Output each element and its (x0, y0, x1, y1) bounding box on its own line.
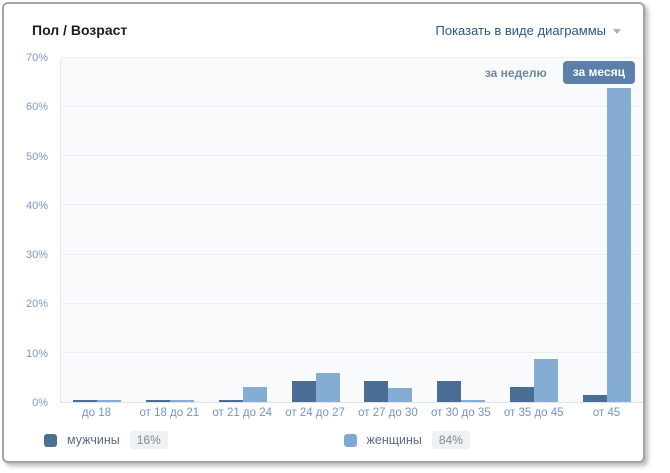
x-tick-label: от 18 до 21 (139, 407, 200, 419)
x-tick-label: до 18 (81, 407, 111, 419)
bar-мужчины[interactable] (218, 399, 243, 402)
gridline (61, 253, 643, 255)
gridline (61, 204, 643, 206)
bar-group (352, 58, 425, 402)
legend-label: мужчины (67, 433, 120, 447)
x-tick-label: от 24 до 27 (285, 407, 345, 419)
legend-value-badge: 84% (431, 431, 470, 449)
bar-женщины[interactable] (388, 387, 413, 402)
legend-value-badge: 16% (129, 431, 168, 449)
y-tick-label: 60% (25, 101, 48, 114)
x-tick-label: от 21 до 24 (212, 407, 273, 419)
y-tick-label: 20% (25, 298, 48, 311)
gridline (61, 106, 643, 108)
period-toggle: за неделю за месяц (485, 61, 635, 84)
y-tick-label: 30% (25, 249, 48, 262)
bar-мужчины[interactable] (437, 380, 462, 402)
bar-group (207, 58, 280, 402)
y-axis: 0% 10% 20% 30% 40% 50% 60% 70% (4, 52, 52, 409)
bar-женщины[interactable] (242, 387, 267, 402)
bar-group (279, 58, 352, 402)
bar-мужчины[interactable] (291, 380, 316, 402)
bar-женщины[interactable] (461, 399, 486, 402)
period-tab-week[interactable]: за неделю (484, 65, 547, 80)
x-tick-label: от 27 до 30 (358, 407, 418, 419)
gridline (61, 351, 643, 353)
chevron-down-icon (613, 28, 621, 34)
gridline (61, 302, 643, 304)
view-mode-label: Показать в виде диаграммы (435, 22, 607, 38)
bar-женщины[interactable] (606, 87, 631, 402)
bar-женщины[interactable] (315, 372, 340, 402)
y-tick-label: 50% (25, 150, 48, 163)
bar-group (61, 58, 134, 402)
legend-swatch (343, 433, 357, 447)
period-tab-month[interactable]: за месяц (562, 61, 635, 84)
bar-group (134, 58, 207, 402)
legend-swatch (44, 433, 57, 447)
page-title: Пол / Возраст (32, 22, 128, 38)
x-tick-label: от 35 до 45 (503, 407, 564, 419)
plot-area: за неделю за месяц (60, 57, 643, 403)
bar-group (570, 58, 643, 402)
bar-group (498, 58, 571, 402)
gridline (61, 57, 643, 58)
legend-item: женщины 84% (343, 431, 644, 449)
bar-groups (61, 58, 643, 402)
legend-item: мужчины 16% (44, 431, 344, 449)
stats-window: Пол / Возраст Показать в виде диаграммы … (2, 2, 645, 463)
legend-label: женщины (366, 433, 422, 447)
bar-мужчины[interactable] (73, 400, 98, 402)
gridline (61, 155, 643, 157)
y-tick-label: 0% (32, 397, 48, 409)
view-mode-toggle[interactable]: Показать в виде диаграммы (435, 22, 621, 38)
chart-area: 0% 10% 20% 30% 40% 50% 60% 70% за неделю за мес… (4, 52, 643, 423)
bar-мужчины[interactable] (582, 395, 607, 402)
y-tick-label: 40% (25, 199, 48, 212)
legend: мужчины 16% женщины 84% (4, 431, 643, 449)
bar-мужчины[interactable] (364, 380, 389, 402)
plot-column: за неделю за месяц до 18 от 18 до 21 от 21… (60, 57, 643, 423)
x-tick-label: от 45 (592, 407, 621, 419)
bar-group (425, 58, 498, 402)
x-tick-label: от 30 до 35 (430, 407, 491, 419)
header: Пол / Возраст Показать в виде диаграммы (4, 4, 643, 46)
bar-мужчины[interactable] (146, 400, 171, 402)
bar-женщины[interactable] (533, 359, 558, 402)
y-tick-label: 10% (25, 347, 48, 360)
y-tick-label: 70% (25, 52, 48, 64)
x-axis: до 18 от 18 до 21 от 21 до 24 от 24 до 27 от… (60, 403, 643, 423)
bar-мужчины[interactable] (509, 387, 534, 402)
bar-женщины[interactable] (97, 400, 122, 402)
bar-женщины[interactable] (170, 400, 195, 402)
